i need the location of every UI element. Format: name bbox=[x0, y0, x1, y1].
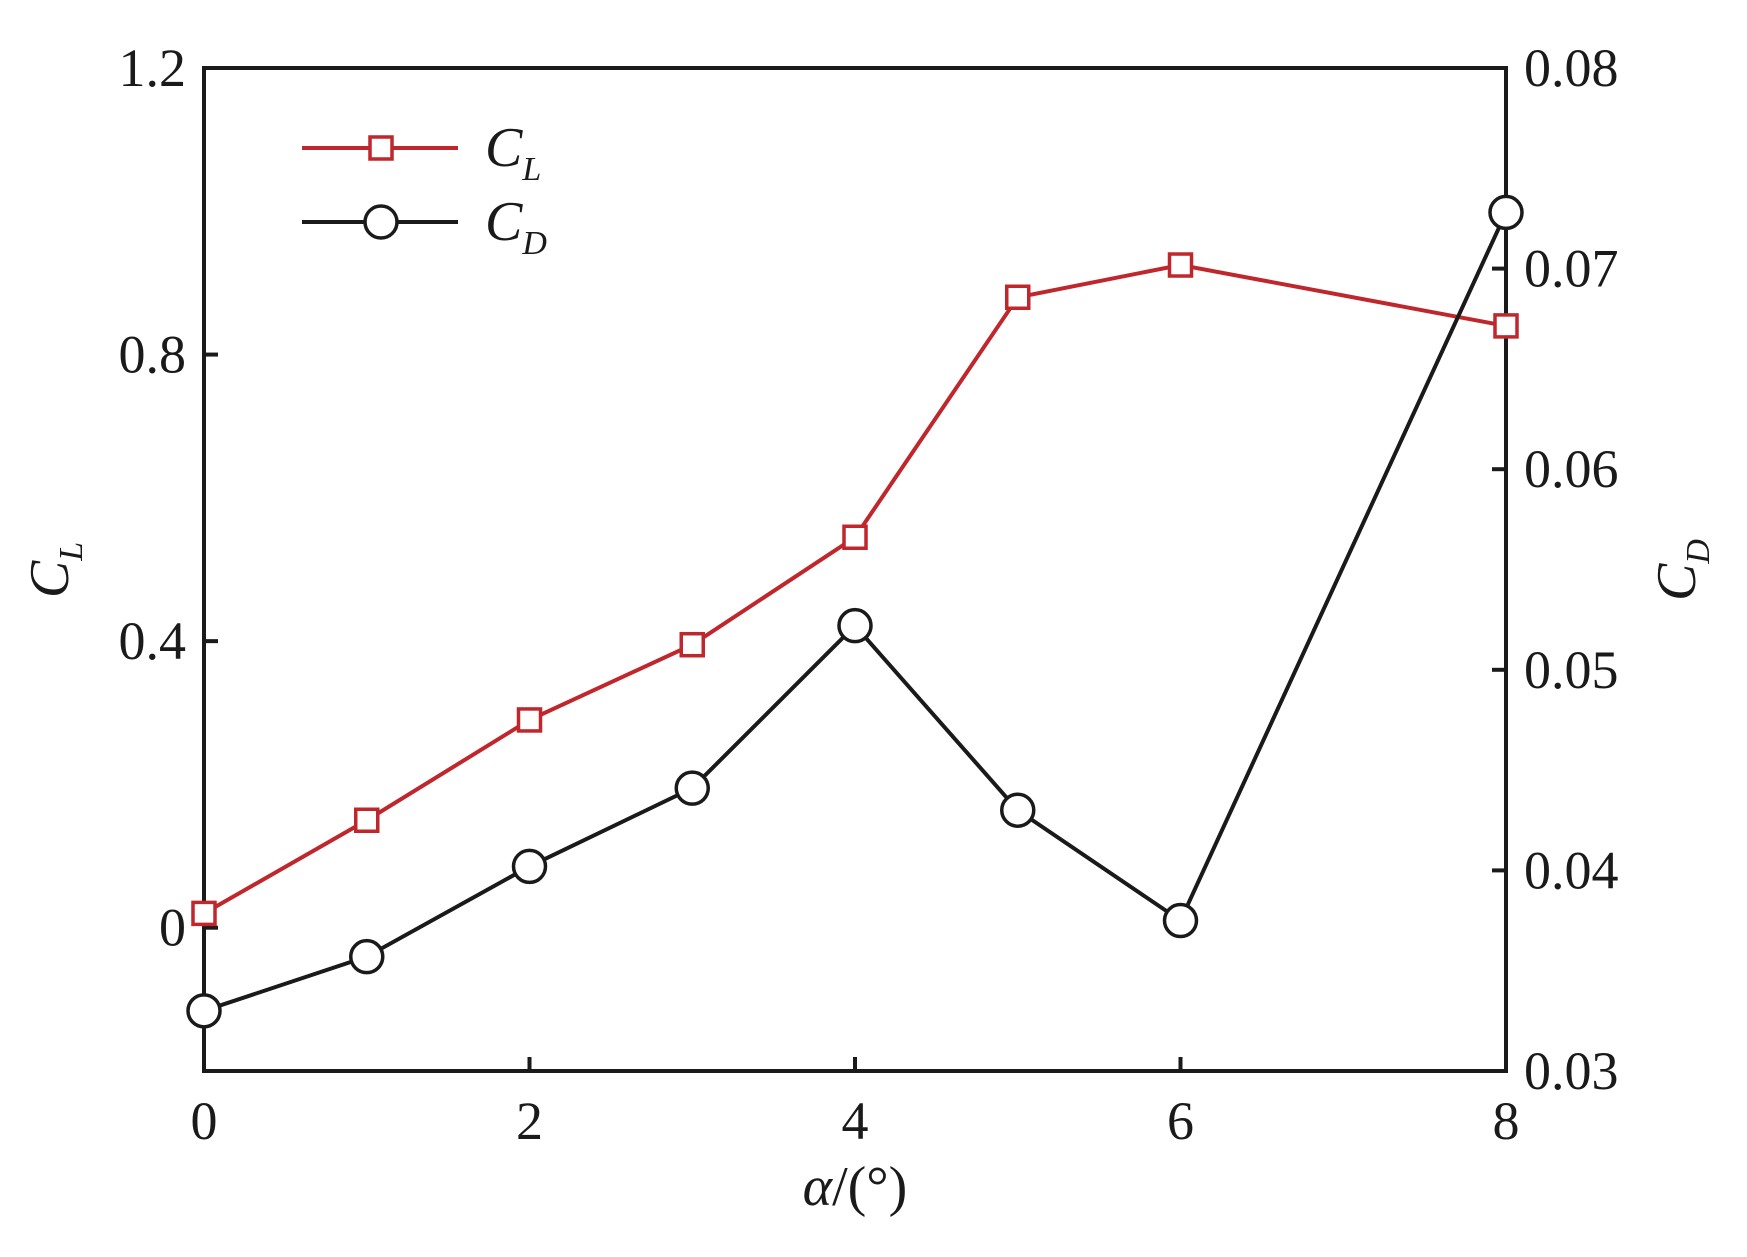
legend-entry-cd: CD bbox=[302, 191, 547, 262]
bottom-tick-label: 0 bbox=[191, 1091, 218, 1151]
data-point-square bbox=[1493, 313, 1519, 339]
x-axis-title: α/(°) bbox=[803, 1156, 908, 1218]
right-tick-label: 0.03 bbox=[1524, 1041, 1619, 1101]
data-point-square bbox=[679, 631, 705, 658]
series-cd bbox=[186, 194, 1524, 1029]
data-point-circle bbox=[1000, 792, 1036, 828]
data-point-square bbox=[1167, 252, 1194, 278]
data-point-square bbox=[1005, 284, 1031, 311]
data-point-circle bbox=[674, 770, 710, 806]
left-axis-ticks: 0 0.4 0.8 1.2 bbox=[119, 38, 218, 958]
right-tick-label: 0.06 bbox=[1524, 439, 1619, 499]
left-axis-title: CL bbox=[19, 542, 90, 598]
bottom-tick-label: 8 bbox=[1493, 1091, 1520, 1151]
left-tick-label: 1.2 bbox=[119, 38, 187, 98]
data-point-square bbox=[516, 707, 543, 733]
plot-frame bbox=[202, 66, 1508, 1073]
bottom-axis-ticks: 0 2 4 6 8 bbox=[191, 1057, 1520, 1151]
left-tick-label: 0.8 bbox=[119, 325, 187, 385]
legend-marker-cd bbox=[363, 204, 399, 240]
data-point-circle bbox=[349, 938, 385, 975]
right-tick-label: 0.05 bbox=[1524, 640, 1619, 700]
series-line bbox=[203, 262, 1507, 916]
data-point-square bbox=[354, 807, 380, 833]
right-tick-label: 0.08 bbox=[1524, 38, 1619, 98]
data-point-circle bbox=[511, 848, 548, 885]
series-line bbox=[203, 211, 1508, 1013]
data-point-square bbox=[191, 900, 217, 927]
bottom-tick-label: 2 bbox=[516, 1091, 543, 1151]
right-axis-ticks: 0.03 0.04 0.05 0.06 0.07 0.08 bbox=[1492, 38, 1619, 1101]
right-tick-label: 0.07 bbox=[1524, 239, 1619, 299]
series-cl bbox=[191, 252, 1519, 927]
legend-label-cl: CL bbox=[485, 117, 541, 188]
right-axis-title: CD bbox=[1646, 539, 1717, 601]
data-point-circle bbox=[1162, 902, 1199, 939]
legend: CL CD bbox=[302, 117, 547, 262]
legend-label-cd: CD bbox=[485, 191, 547, 262]
legend-entry-cl: CL bbox=[302, 117, 541, 188]
series-layer bbox=[186, 194, 1524, 1029]
left-tick-label: 0.4 bbox=[119, 611, 187, 671]
bottom-tick-label: 4 bbox=[842, 1091, 869, 1151]
legend-marker-cl bbox=[368, 135, 394, 161]
bottom-tick-label: 6 bbox=[1167, 1091, 1194, 1151]
data-point-square bbox=[842, 524, 868, 551]
right-tick-label: 0.04 bbox=[1524, 840, 1619, 900]
data-point-circle bbox=[1488, 194, 1524, 231]
data-point-circle bbox=[837, 607, 873, 644]
data-point-circle bbox=[186, 993, 222, 1029]
left-tick-label: 0 bbox=[159, 898, 186, 958]
